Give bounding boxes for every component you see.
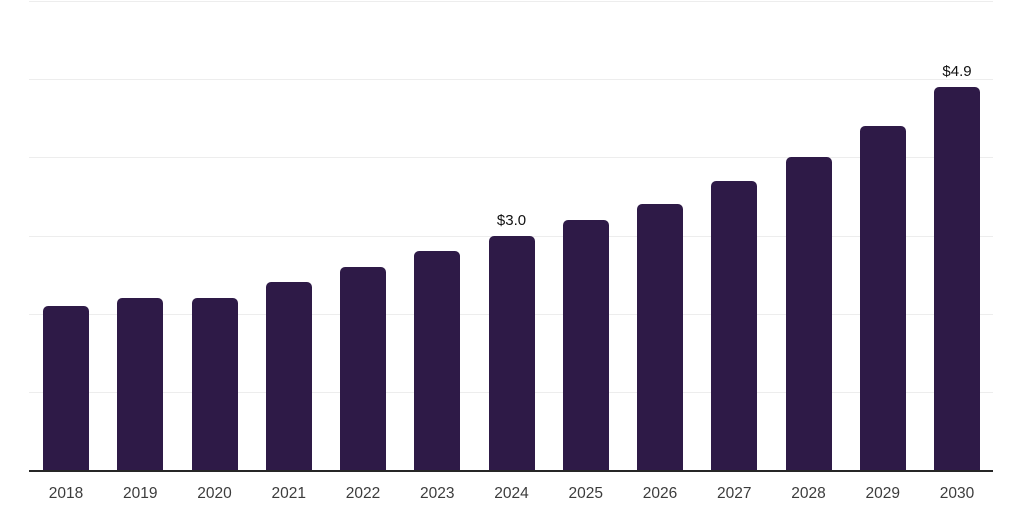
gridline — [29, 79, 993, 81]
bar-2029 — [859, 126, 906, 470]
data-label-2030: $4.9 — [942, 62, 972, 80]
bar-2026 — [637, 204, 683, 470]
gridline — [29, 157, 993, 159]
gridline — [29, 1, 993, 2]
x-tick-2023: 2023 — [420, 485, 455, 502]
bar-2021 — [265, 282, 312, 470]
x-tick-2027: 2027 — [717, 485, 752, 502]
bar-2025 — [562, 219, 609, 470]
bar-2020 — [191, 298, 238, 470]
x-tick-2021: 2021 — [271, 485, 306, 502]
x-tick-2030: 2030 — [939, 485, 975, 502]
bar-2028 — [785, 157, 832, 470]
bar-2030 — [934, 86, 980, 470]
x-axis-ticks: 2018 2019 2020 2021 2022 2023 2024 2025 2026 2027… — [29, 482, 993, 504]
bar-2022 — [340, 266, 386, 470]
bar-2019 — [117, 298, 164, 470]
bar-2023 — [414, 251, 461, 470]
x-tick-2025: 2025 — [568, 485, 603, 502]
data-label-2024: $3.0 — [496, 211, 527, 229]
x-tick-2029: 2029 — [865, 485, 900, 502]
x-tick-2022: 2022 — [345, 485, 381, 502]
bar-2018 — [43, 305, 89, 470]
plot-area: $3.0 $4.9 — [29, 1, 993, 472]
x-tick-2028: 2028 — [791, 485, 826, 502]
x-tick-2026: 2026 — [642, 485, 678, 502]
x-tick-2018: 2018 — [48, 485, 84, 502]
bar-2024 — [488, 235, 535, 470]
x-tick-2024: 2024 — [494, 485, 529, 502]
x-tick-2020: 2020 — [197, 485, 232, 502]
bar-2027 — [711, 180, 758, 470]
x-tick-2019: 2019 — [123, 485, 158, 502]
x-axis-line — [29, 470, 993, 472]
